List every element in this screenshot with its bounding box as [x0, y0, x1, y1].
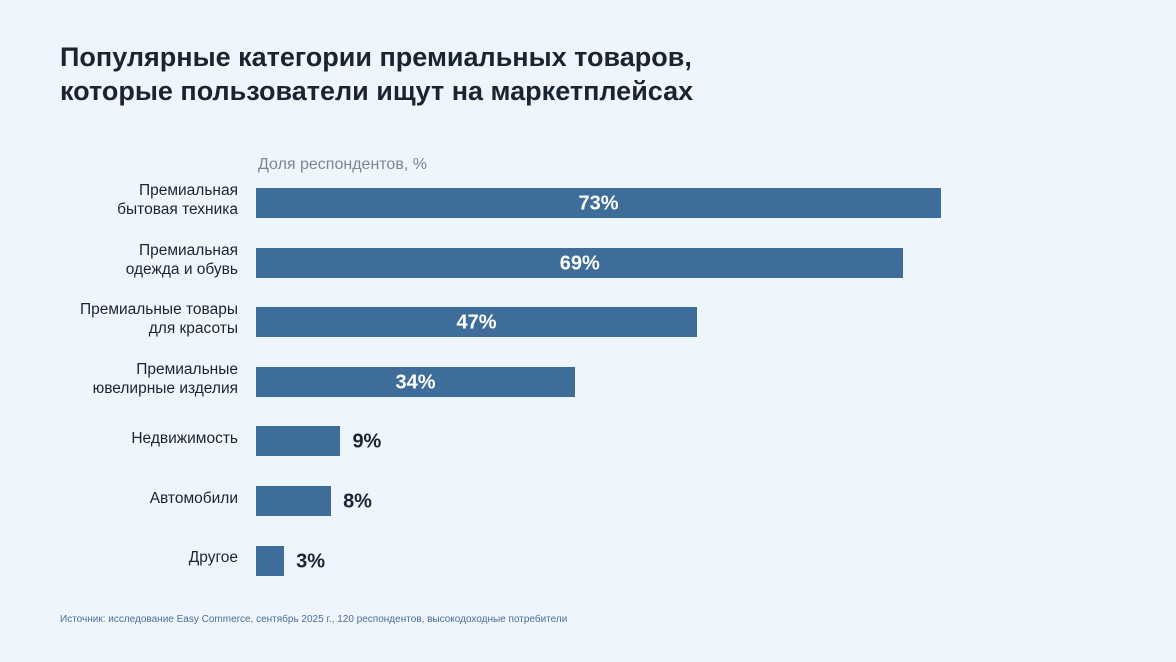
bar — [256, 366, 576, 397]
category-label: Недвижимость — [131, 429, 238, 447]
data-label: 3% — [296, 550, 326, 573]
bar — [256, 307, 698, 338]
title-line-2: которые пользователи ищут на маркетплейс… — [60, 76, 694, 106]
bar — [256, 188, 941, 218]
data-label: 47% — [456, 311, 497, 334]
category-label: Премиальные товары для красоты — [79, 301, 238, 338]
data-label: 9% — [352, 430, 382, 453]
category-label: Премиальная одежда и обувь — [125, 241, 238, 278]
data-label: 34% — [395, 371, 436, 394]
data-label: 69% — [559, 252, 600, 275]
bar — [256, 486, 332, 516]
category-label: Автомобили — [149, 489, 238, 507]
bar — [256, 545, 285, 576]
category-label: Премиальная бытовая техника — [117, 182, 238, 218]
bar — [256, 426, 341, 457]
category-label: Другое — [188, 549, 238, 567]
data-label: 73% — [578, 192, 619, 215]
data-label: 8% — [343, 490, 372, 513]
category-label: Премиальные ювелирные изделия — [92, 360, 238, 397]
title-line-1: Популярные категории премиальных товаров… — [60, 42, 692, 72]
bar — [256, 247, 904, 278]
chart-title: Популярные категории премиальных товаров… — [60, 40, 693, 108]
axis-label: Доля респондентов, % — [258, 156, 427, 173]
source-note: Источник: исследование Easy Commerce, се… — [60, 614, 568, 625]
